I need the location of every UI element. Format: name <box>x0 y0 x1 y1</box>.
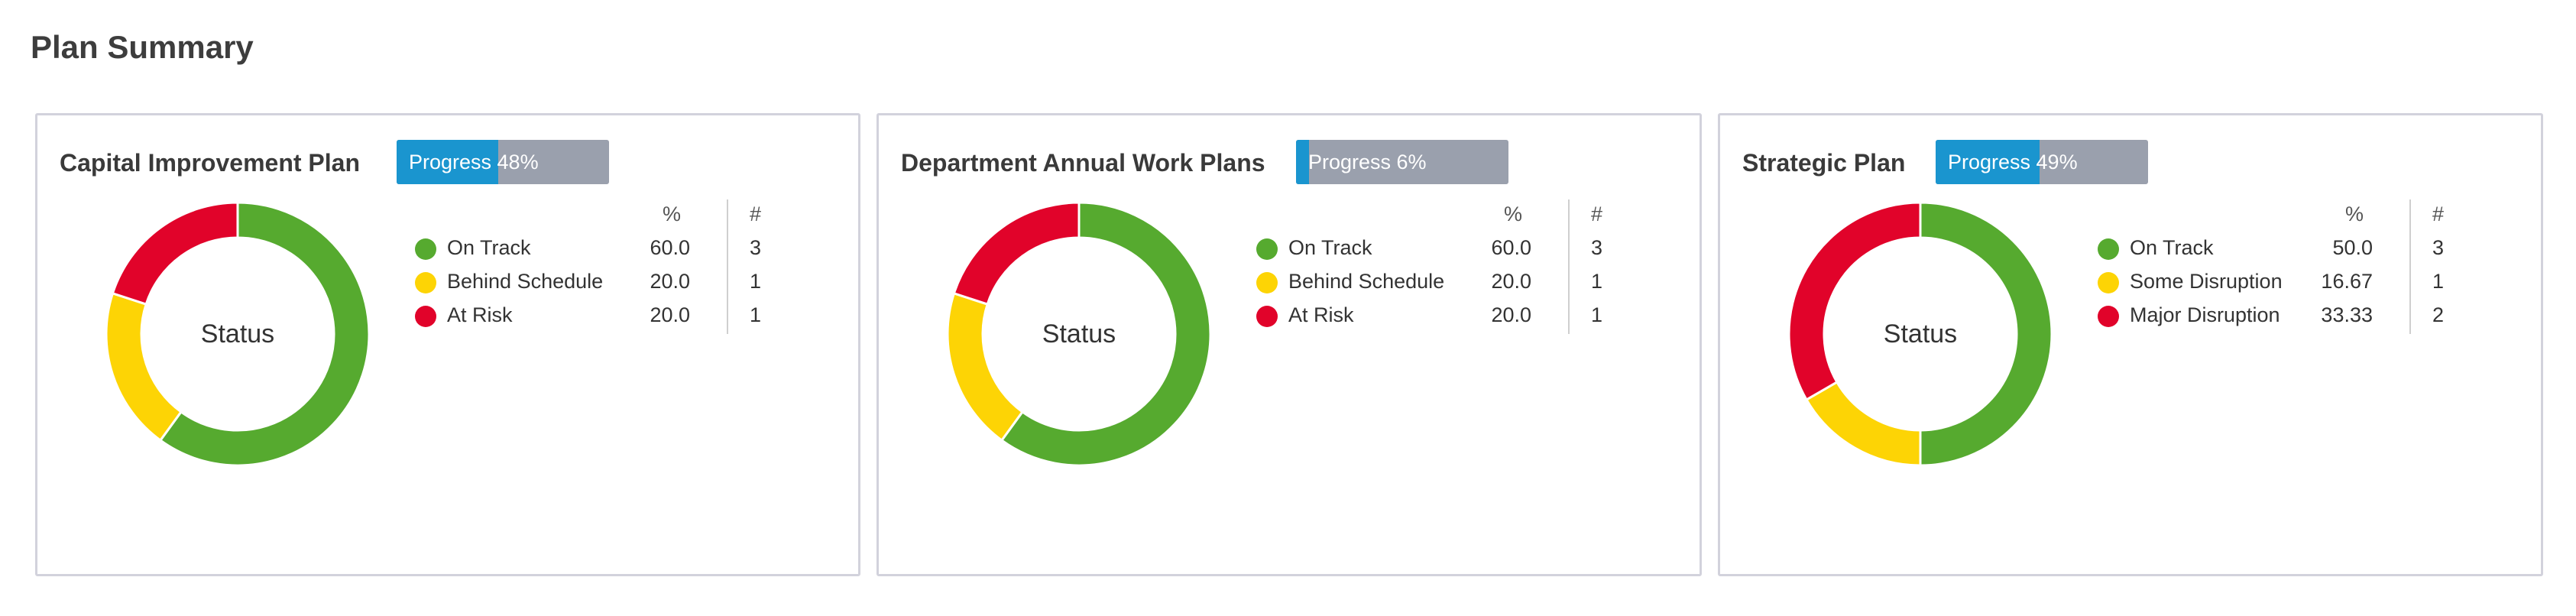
legend-label: Behind Schedule <box>1288 270 1445 293</box>
legend-item[interactable]: Some Disruption 16.67 1 <box>2096 267 2493 297</box>
legend-count: 1 <box>1591 303 1603 326</box>
progress-bar: Progress 48% <box>397 140 609 184</box>
legend-count: 3 <box>2432 236 2445 259</box>
legend-count: 1 <box>1591 270 1603 293</box>
legend-label: At Risk <box>1288 303 1354 326</box>
legend-count: 3 <box>1591 236 1603 259</box>
status-donut-chart <box>1787 201 2053 467</box>
legend-dot-icon <box>1256 306 1278 327</box>
legend-item[interactable]: Behind Schedule 20.0 1 <box>1255 267 1652 297</box>
legend-count: 1 <box>2432 270 2445 293</box>
progress-fill <box>1936 140 2040 184</box>
legend-header-count: # <box>2432 203 2445 225</box>
donut-slice-at-risk[interactable] <box>952 201 1081 306</box>
legend-percent: 20.0 <box>1491 303 1531 326</box>
donut-slice-on-track[interactable] <box>158 201 371 467</box>
legend-percent: 33.33 <box>2321 303 2373 326</box>
legend-percent: 20.0 <box>650 270 690 293</box>
legend-dot-icon <box>1256 238 1278 260</box>
legend-dot-icon <box>2098 238 2119 260</box>
legend-table: % # On Track 60.0 3 Behind Schedule 20.0 1 At Ri… <box>1255 199 1652 352</box>
card-title: Capital Improvement Plan <box>60 149 360 177</box>
legend-percent: 20.0 <box>1491 270 1531 293</box>
legend-header-pct: % <box>662 203 681 225</box>
donut-center-label: Status <box>1042 319 1116 349</box>
legend-divider <box>727 199 728 334</box>
legend-item[interactable]: On Track 60.0 3 <box>413 233 811 264</box>
status-donut-chart <box>105 201 371 467</box>
progress-bar: Progress 49% <box>1936 140 2148 184</box>
legend-label: Major Disruption <box>2130 303 2280 326</box>
legend-header-count: # <box>1591 203 1603 225</box>
legend-header: % # <box>1255 199 1652 230</box>
legend-count: 2 <box>2432 303 2445 326</box>
legend-percent: 50.0 <box>2332 236 2373 259</box>
legend-dot-icon <box>2098 272 2119 293</box>
legend-dot-icon <box>415 238 436 260</box>
legend-header-pct: % <box>2344 203 2364 225</box>
legend-item[interactable]: On Track 50.0 3 <box>2096 233 2493 264</box>
donut-slice-on-track[interactable] <box>1000 201 1212 467</box>
legend-count: 3 <box>750 236 762 259</box>
plan-card[interactable]: Capital Improvement Plan Progress 48% Stat… <box>35 113 860 576</box>
legend-label: At Risk <box>447 303 513 326</box>
legend-dot-icon <box>1256 272 1278 293</box>
legend-item[interactable]: At Risk 20.0 1 <box>413 300 811 331</box>
legend-count: 1 <box>750 270 762 293</box>
legend-percent: 60.0 <box>1491 236 1531 259</box>
legend-header-pct: % <box>1503 203 1522 225</box>
legend-table: % # On Track 50.0 3 Some Disruption 16.67 1 Majo… <box>2096 199 2493 352</box>
donut-slice-at-risk[interactable] <box>111 201 239 306</box>
progress-fill <box>397 140 499 184</box>
legend-table: % # On Track 60.0 3 Behind Schedule 20.0 1 At Ri… <box>413 199 811 352</box>
legend-item[interactable]: Major Disruption 33.33 2 <box>2096 300 2493 331</box>
legend-percent: 16.67 <box>2321 270 2373 293</box>
legend-dot-icon <box>415 272 436 293</box>
legend-label: On Track <box>2130 236 2214 259</box>
legend-label: On Track <box>1288 236 1372 259</box>
donut-slice-on-track[interactable] <box>1919 201 2053 467</box>
legend-item[interactable]: Behind Schedule 20.0 1 <box>413 267 811 297</box>
progress-fill <box>1296 140 1309 184</box>
legend-percent: 60.0 <box>650 236 690 259</box>
legend-item[interactable]: On Track 60.0 3 <box>1255 233 1652 264</box>
legend-header: % # <box>2096 199 2493 230</box>
page-title: Plan Summary <box>31 29 254 65</box>
progress-label: Progress 6% <box>1308 151 1427 173</box>
donut-center-label: Status <box>200 319 275 349</box>
legend-dot-icon <box>415 306 436 327</box>
legend-percent: 20.0 <box>650 303 690 326</box>
progress-label: Progress 48% <box>409 151 539 173</box>
donut-slice-major-disruption[interactable] <box>1787 201 1922 402</box>
plan-cards: Capital Improvement Plan Progress 48% Stat… <box>35 113 2543 581</box>
legend-count: 1 <box>750 303 762 326</box>
progress-label: Progress 49% <box>1948 151 2078 173</box>
card-title: Department Annual Work Plans <box>901 149 1265 177</box>
legend-label: Behind Schedule <box>447 270 604 293</box>
plan-card[interactable]: Department Annual Work Plans Progress 6% S… <box>876 113 1702 576</box>
legend-divider <box>2409 199 2411 334</box>
legend-header: % # <box>413 199 811 230</box>
donut-center-label: Status <box>1883 319 1958 349</box>
legend-header-count: # <box>750 203 762 225</box>
legend-item[interactable]: At Risk 20.0 1 <box>1255 300 1652 331</box>
card-title: Strategic Plan <box>1742 149 1906 177</box>
status-donut-chart <box>946 201 1212 467</box>
legend-dot-icon <box>2098 306 2119 327</box>
legend-label: Some Disruption <box>2130 270 2283 293</box>
legend-label: On Track <box>447 236 531 259</box>
progress-bar: Progress 6% <box>1296 140 1508 184</box>
legend-divider <box>1568 199 1570 334</box>
plan-card[interactable]: Strategic Plan Progress 49% Status% # On Tra… <box>1718 113 2543 576</box>
